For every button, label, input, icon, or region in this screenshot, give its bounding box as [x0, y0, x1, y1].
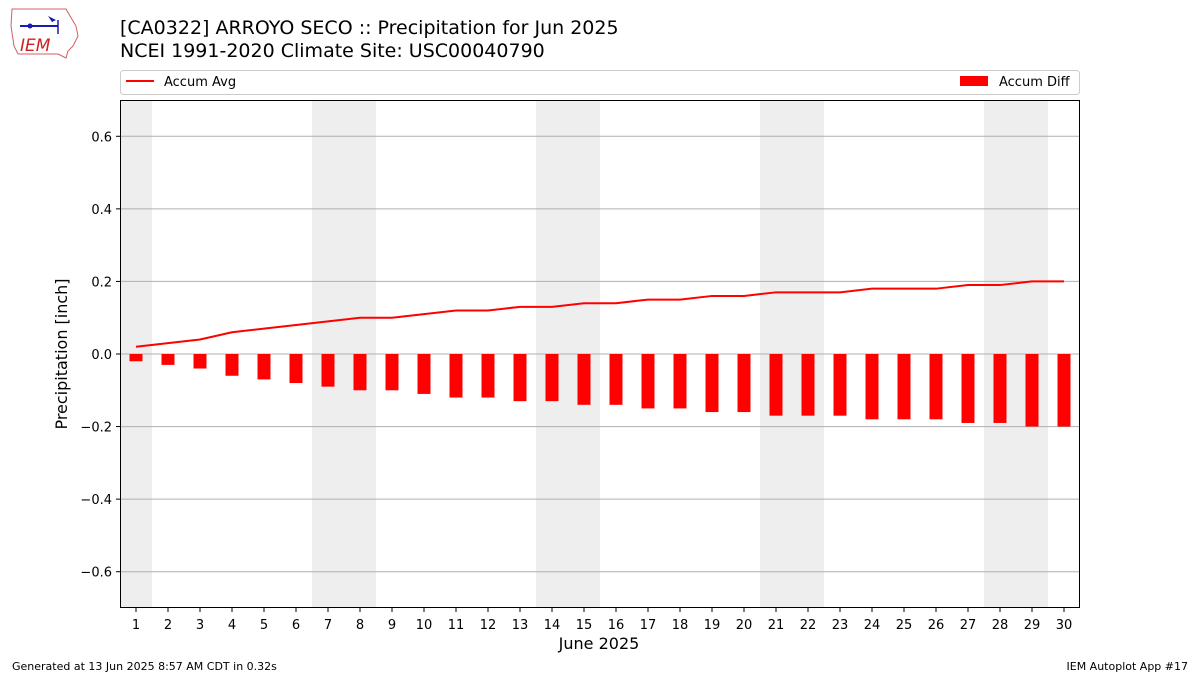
y-tick-label: 0.2	[91, 275, 112, 290]
x-tick-label: 25	[896, 618, 913, 633]
x-tick-label: 21	[768, 618, 785, 633]
legend-accum-avg: Accum Avg	[164, 75, 236, 90]
y-tick-label: 0.4	[91, 203, 112, 218]
x-tick-label: 6	[292, 618, 300, 633]
y-tick-label: 0.6	[91, 130, 112, 145]
accum-diff-bar	[321, 354, 335, 387]
y-tick-label: −0.2	[80, 421, 112, 436]
accum-diff-bars	[129, 354, 1071, 427]
iem-iowa-logo-icon: IEM	[10, 8, 79, 59]
accum-diff-bar	[641, 354, 655, 409]
x-tick-label: 3	[196, 618, 204, 633]
accum-diff-bar	[417, 354, 431, 394]
accum-diff-bar	[161, 354, 175, 365]
accum-diff-bar	[673, 354, 687, 409]
x-tick-label: 30	[1056, 618, 1073, 633]
x-tick-label: 22	[800, 618, 817, 633]
x-tick-label: 10	[416, 618, 433, 633]
x-tick-label: 15	[576, 618, 593, 633]
x-tick-label: 4	[228, 618, 236, 633]
x-tick-label: 17	[640, 618, 657, 633]
x-tick-label: 27	[960, 618, 977, 633]
app-note: IEM Autoplot App #17	[1066, 660, 1189, 673]
x-tick-label: 1	[132, 618, 140, 633]
accum-diff-bar	[289, 354, 303, 384]
x-tick-label: 7	[324, 618, 332, 633]
y-tick-label: 0.0	[91, 348, 112, 363]
x-tick-label: 11	[448, 618, 465, 633]
accum-diff-bar	[1025, 354, 1039, 427]
accum-diff-bar	[609, 354, 623, 405]
x-tick-label: 24	[864, 618, 881, 633]
accum-diff-bar	[577, 354, 591, 405]
accum-diff-bar	[193, 354, 207, 369]
accum-diff-bar	[737, 354, 751, 413]
accum-diff-bar	[257, 354, 271, 380]
legend: Accum Avg Accum Diff	[120, 70, 1080, 95]
accum-diff-bar	[481, 354, 495, 398]
accum-avg-line	[135, 280, 1064, 348]
accum-diff-bar	[769, 354, 783, 416]
x-tick-label: 29	[1024, 618, 1041, 633]
y-tick-label: −0.4	[80, 493, 112, 508]
accum-diff-bar	[705, 354, 719, 413]
accum-diff-bar	[353, 354, 367, 391]
legend-box	[120, 70, 1080, 95]
x-tick-label: 14	[544, 618, 561, 633]
legend-accum-diff: Accum Diff	[999, 75, 1071, 90]
iem-logo: IEM	[8, 6, 80, 60]
x-tick-label: 26	[928, 618, 945, 633]
chart-title: [CA0322] ARROYO SECO :: Precipitation fo…	[120, 17, 619, 39]
accum-diff-bar	[961, 354, 975, 423]
accum-diff-bar	[833, 354, 847, 416]
grid-lines	[120, 135, 1080, 573]
chart-subtitle: NCEI 1991-2020 Climate Site: USC00040790	[120, 40, 545, 62]
legend-bar-swatch	[960, 76, 988, 86]
x-axis-ticks: 1 2 3 4 5 6 7 8 9 10 11 12 13 14 15 16 17 18 19 20 21 22 23 24 2…	[132, 608, 1072, 633]
accum-diff-bar	[129, 354, 143, 362]
y-axis-label: Precipitation [inch]	[52, 278, 71, 429]
accum-diff-bar	[865, 354, 879, 420]
x-tick-label: 2	[164, 618, 172, 633]
x-tick-label: 16	[608, 618, 625, 633]
logo-text: IEM	[20, 36, 51, 56]
x-tick-label: 13	[512, 618, 529, 633]
accum-diff-bar	[1057, 354, 1071, 427]
accum-diff-bar	[513, 354, 527, 402]
accum-diff-bar	[801, 354, 815, 416]
accum-diff-bar	[545, 354, 559, 402]
accum-diff-bar	[385, 354, 399, 391]
y-tick-label: −0.6	[80, 566, 112, 581]
x-tick-label: 12	[480, 618, 497, 633]
x-tick-label: 19	[704, 618, 721, 633]
accum-diff-bar	[929, 354, 943, 420]
plot-frame	[120, 100, 1080, 608]
y-axis-ticks: −0.6 −0.4 −0.2 0.0 0.2 0.4 0.6	[80, 130, 120, 581]
x-tick-label: 8	[356, 618, 364, 633]
accum-diff-bar	[993, 354, 1007, 423]
accum-diff-bar	[897, 354, 911, 420]
accum-diff-bar	[225, 354, 239, 376]
x-tick-label: 5	[260, 618, 268, 633]
x-tick-label: 20	[736, 618, 753, 633]
x-axis-label: June 2025	[558, 634, 640, 653]
x-tick-label: 28	[992, 618, 1009, 633]
accum-diff-bar	[449, 354, 463, 398]
generated-note: Generated at 13 Jun 2025 8:57 AM CDT in …	[12, 660, 277, 673]
accum-avg-polyline	[135, 280, 1064, 348]
x-tick-label: 23	[832, 618, 849, 633]
x-tick-label: 9	[388, 618, 396, 633]
x-tick-label: 18	[672, 618, 689, 633]
